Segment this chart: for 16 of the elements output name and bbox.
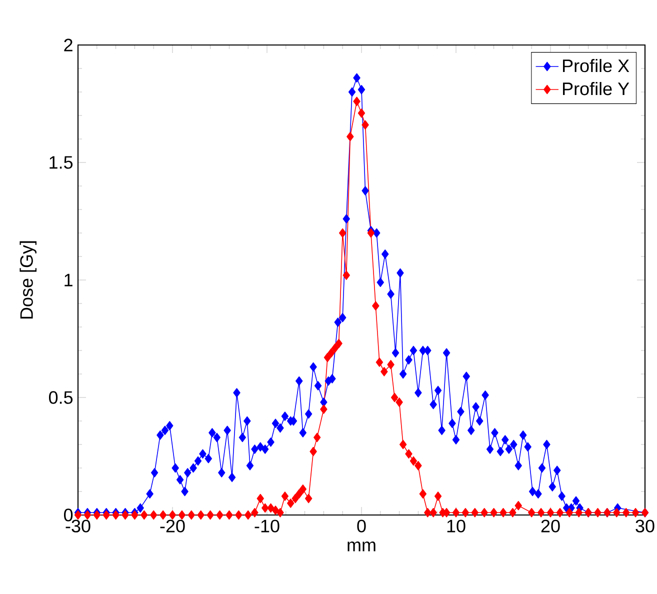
x-tick-label: 0 (357, 520, 366, 532)
y-tick-label: 0.5 (48, 391, 73, 404)
y-tick-label: 2 (64, 38, 72, 52)
x-axis-title: mm (348, 542, 376, 552)
y-tick-label: 1 (64, 274, 72, 286)
x-tick-label: -20 (160, 520, 185, 532)
legend-label: Profile X (563, 58, 630, 72)
x-tick-label: -10 (254, 520, 280, 532)
y-axis-title: Dose [Gy] (20, 241, 36, 319)
y-tick-label: 1.5 (50, 156, 73, 169)
x-tick-label: 10 (447, 520, 466, 532)
x-tick-label: 30 (636, 520, 654, 532)
y-tick-label: 0 (64, 508, 73, 522)
x-tick-label: -30 (66, 520, 90, 532)
x-tick-label: 20 (541, 520, 560, 532)
legend-label: Profile Y (563, 82, 630, 96)
